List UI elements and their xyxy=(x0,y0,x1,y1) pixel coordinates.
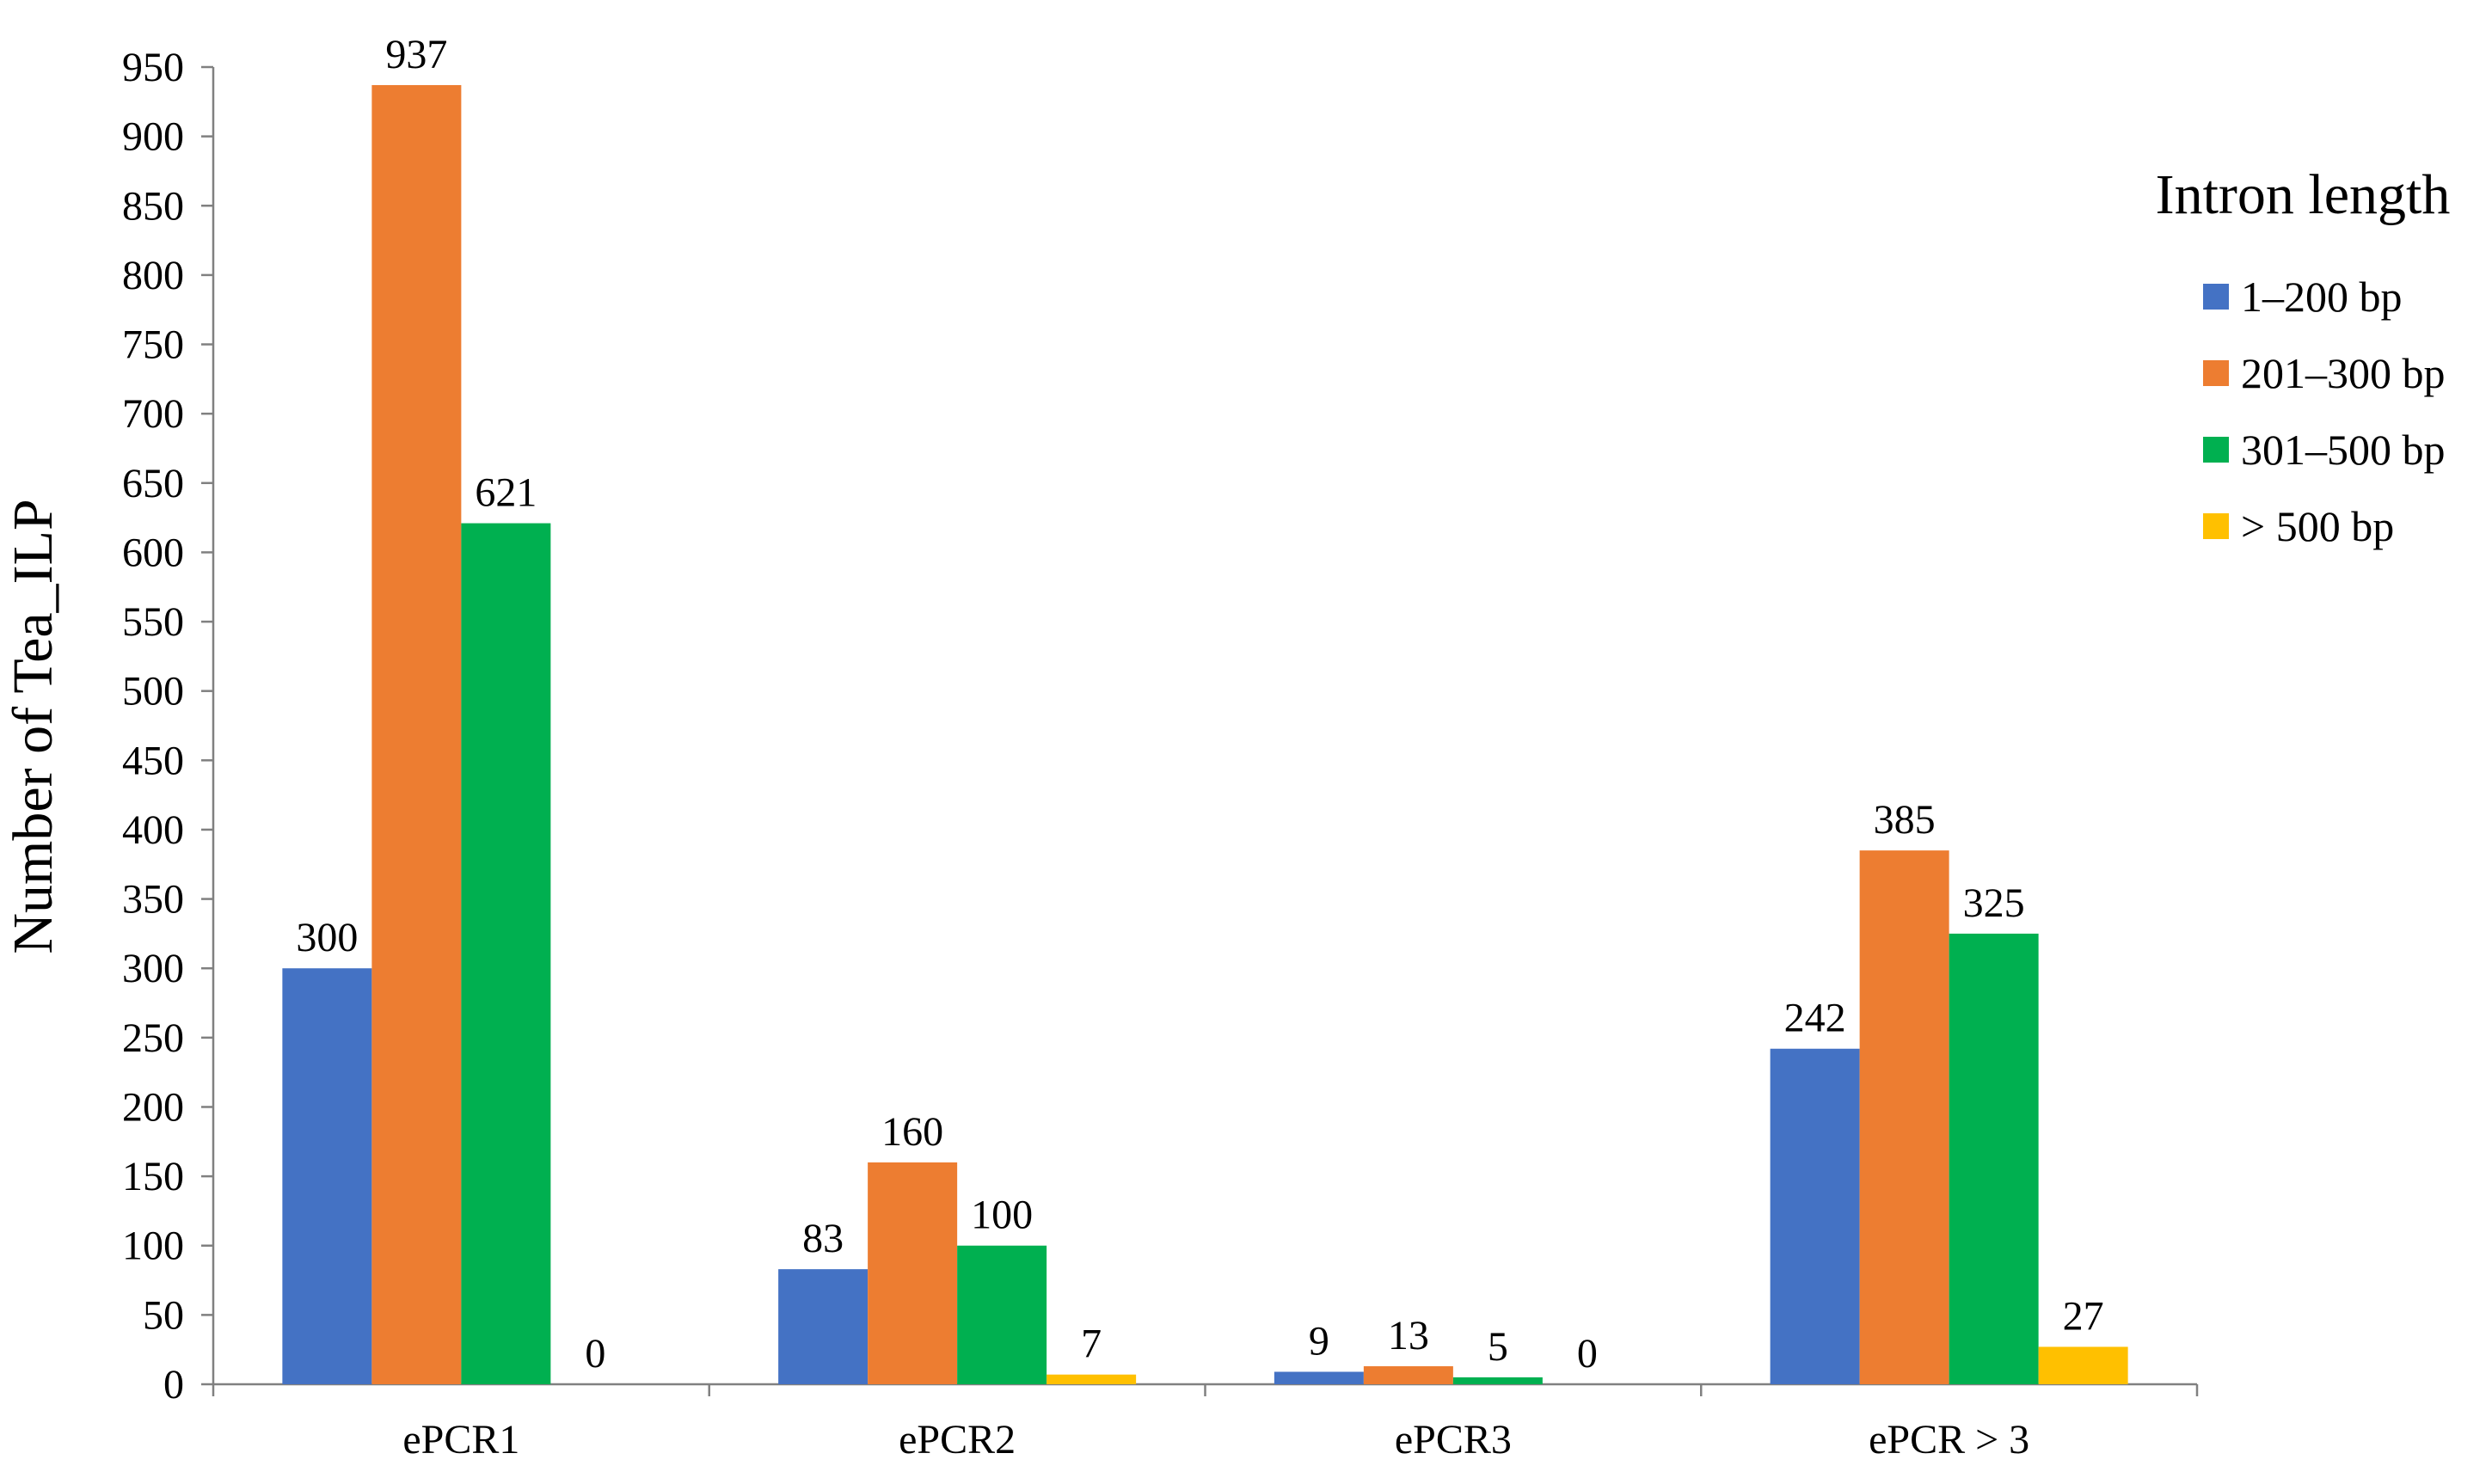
y-tick-label: 400 xyxy=(122,807,184,853)
legend-swatch xyxy=(2203,284,2229,310)
y-tick-label: 0 xyxy=(163,1362,184,1407)
bar-value-label: 300 xyxy=(296,915,358,960)
y-tick-label: 450 xyxy=(122,738,184,783)
legend-item-label: 201–300 bp xyxy=(2241,349,2446,397)
bar-value-label: 160 xyxy=(881,1109,943,1155)
y-tick-label: 900 xyxy=(122,114,184,160)
y-tick-label: 300 xyxy=(122,946,184,991)
bar xyxy=(957,1245,1047,1384)
legend-item-label: > 500 bp xyxy=(2241,502,2394,550)
legend-swatch xyxy=(2203,513,2229,539)
bar-value-label: 7 xyxy=(1081,1321,1102,1367)
bars xyxy=(282,84,2128,1384)
bar-value-label: 385 xyxy=(1874,797,1936,843)
y-tick-label: 650 xyxy=(122,461,184,506)
y-tick-label: 50 xyxy=(143,1292,184,1338)
bar xyxy=(461,523,551,1384)
x-category-label: ePCR2 xyxy=(899,1417,1016,1463)
bar-value-label: 937 xyxy=(385,32,447,77)
y-tick-label: 600 xyxy=(122,530,184,575)
axes: 0501001502002503003504004505005506006507… xyxy=(122,45,2199,1463)
bar xyxy=(1949,933,2039,1384)
bar-value-label: 100 xyxy=(971,1193,1033,1238)
bar-value-label: 13 xyxy=(1388,1313,1429,1358)
bar-value-label: 5 xyxy=(1488,1324,1508,1370)
data-labels: 300 937 621 0 83 160 100 7 9 13 5 0 242 385 325 27 xyxy=(296,32,2103,1377)
bar-value-label: 325 xyxy=(1963,880,2025,926)
bar xyxy=(868,1162,958,1384)
bar xyxy=(1363,1366,1453,1384)
legend-item-label: 1–200 bp xyxy=(2241,273,2403,321)
bar xyxy=(1274,1371,1364,1384)
bar xyxy=(1452,1377,1543,1384)
y-tick-label: 350 xyxy=(122,877,184,923)
y-tick-label: 700 xyxy=(122,391,184,437)
x-category-label: ePCR1 xyxy=(402,1417,519,1463)
legend: Intron length 1–200 bp 201–300 bp 301–500 … xyxy=(2156,163,2451,550)
y-tick-label: 500 xyxy=(122,669,184,714)
bar-value-label: 9 xyxy=(1309,1318,1329,1364)
x-category-label: ePCR3 xyxy=(1395,1417,1512,1463)
bar xyxy=(2038,1346,2128,1384)
bar xyxy=(371,84,462,1384)
bar-value-label: 0 xyxy=(1577,1331,1598,1377)
bar-value-label: 27 xyxy=(2063,1293,2104,1339)
y-tick-label: 150 xyxy=(122,1154,184,1199)
bar-value-label: 242 xyxy=(1784,996,1846,1041)
y-tick-label: 800 xyxy=(122,253,184,298)
bar xyxy=(1859,850,1949,1384)
bar xyxy=(778,1269,869,1384)
bar-value-label: 621 xyxy=(475,470,537,516)
x-category-label: ePCR > 3 xyxy=(1869,1417,2029,1463)
y-tick-label: 750 xyxy=(122,322,184,368)
bar xyxy=(282,968,372,1384)
y-axis-title: Number of Tea_ILP xyxy=(2,499,64,954)
legend-swatch xyxy=(2203,360,2229,386)
y-tick-label: 950 xyxy=(122,45,184,90)
y-tick-label: 100 xyxy=(122,1223,184,1269)
legend-swatch xyxy=(2203,437,2229,463)
bar xyxy=(1047,1374,1137,1384)
y-tick-label: 550 xyxy=(122,599,184,645)
y-tick-label: 200 xyxy=(122,1084,184,1130)
legend-item-label: 301–500 bp xyxy=(2241,426,2446,474)
bar-value-label: 83 xyxy=(802,1216,844,1261)
bar xyxy=(1770,1048,1860,1384)
bar-value-label: 0 xyxy=(585,1331,605,1377)
legend-title: Intron length xyxy=(2156,163,2451,226)
y-tick-label: 850 xyxy=(122,183,184,229)
y-tick-label: 250 xyxy=(122,1015,184,1061)
